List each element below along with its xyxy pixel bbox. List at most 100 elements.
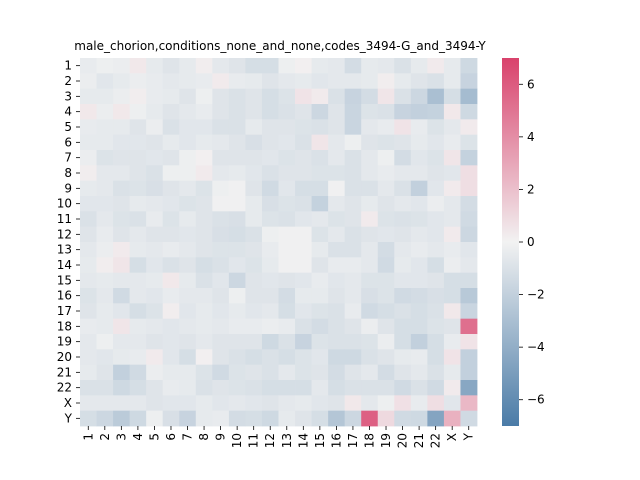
y-tick-label: 13 [57, 243, 72, 257]
heatmap-cell-6-12 [261, 134, 279, 151]
heatmap-cell-12-8 [195, 226, 213, 243]
heatmap-cell-10-20 [394, 196, 412, 212]
heatmap-cell-16-Y [460, 288, 478, 304]
heatmap-cell-22-Y [460, 380, 478, 396]
heatmap-cell-20-7 [179, 349, 197, 366]
heatmap-cell-14-13 [278, 257, 296, 274]
heatmap-cell-7-9 [212, 150, 230, 166]
heatmap-cell-Y-22 [427, 410, 445, 427]
heatmap-cell-7-22 [427, 150, 445, 166]
colorbar-tick-label: 0 [527, 235, 535, 249]
heatmap-cell-20-16 [328, 349, 346, 366]
heatmap-cell-22-4 [129, 380, 147, 396]
heatmap-cell-3-X [443, 88, 461, 105]
heatmap-cell-5-2 [96, 119, 114, 136]
heatmap-cell-12-19 [377, 226, 395, 243]
heatmap-cell-15-7 [179, 272, 197, 289]
heatmap-cell-13-10 [228, 242, 246, 258]
heatmap-cell-22-20 [394, 380, 412, 396]
heatmap-cell-6-9 [212, 134, 230, 151]
heatmap-cell-Y-21 [410, 410, 428, 427]
heatmap-cell-1-15 [311, 58, 329, 74]
heatmap-cell-17-19 [377, 303, 395, 320]
heatmap-cell-Y-11 [245, 410, 263, 427]
heatmap-cell-21-18 [361, 364, 379, 381]
heatmap-cell-19-6 [162, 334, 180, 350]
heatmap-cell-15-4 [129, 272, 147, 289]
heatmap-cell-4-22 [427, 104, 445, 120]
x-tick-label: 2 [98, 433, 112, 441]
heatmap-cell-21-12 [261, 364, 279, 381]
heatmap-cell-Y-15 [311, 410, 329, 427]
heatmap-cell-21-21 [410, 364, 428, 381]
x-tick-label: 5 [147, 433, 161, 441]
heatmap-cell-9-14 [295, 180, 312, 197]
heatmap-cell-Y-3 [113, 410, 131, 427]
heatmap-cell-20-17 [344, 349, 362, 366]
heatmap-cell-18-12 [261, 318, 279, 335]
heatmap-cell-13-7 [179, 242, 197, 258]
heatmap-cell-12-9 [212, 226, 230, 243]
heatmap-cell-19-4 [129, 334, 147, 350]
heatmap-cell-21-2 [96, 364, 114, 381]
heatmap-cell-15-12 [261, 272, 279, 289]
heatmap-cell-19-2 [96, 334, 114, 350]
heatmap-cell-12-5 [146, 226, 164, 243]
heatmap-cell-1-6 [162, 58, 180, 74]
heatmap-cell-20-Y [460, 349, 478, 366]
heatmap-cell-4-X [443, 104, 461, 120]
heatmap-cell-17-3 [113, 303, 131, 320]
heatmap-cell-14-2 [96, 257, 114, 274]
y-tick-label: 19 [57, 335, 72, 349]
heatmap-cell-2-3 [113, 73, 131, 90]
heatmap-cell-21-X [443, 364, 461, 381]
heatmap-cell-17-10 [228, 303, 246, 320]
heatmap-cell-11-18 [361, 211, 379, 228]
heatmap-cell-12-15 [311, 226, 329, 243]
heatmap-cell-22-11 [245, 380, 263, 396]
heatmap-cell-10-15 [311, 196, 329, 212]
heatmap-cell-11-9 [212, 211, 230, 228]
heatmap-cell-19-21 [410, 334, 428, 350]
heatmap-cell-3-5 [146, 88, 164, 105]
heatmap-cell-3-20 [394, 88, 412, 105]
heatmap-cell-1-2 [96, 58, 114, 74]
heatmap-cell-13-19 [377, 242, 395, 258]
heatmap-cells [80, 58, 478, 427]
heatmap-cell-8-Y [460, 165, 478, 182]
heatmap-cell-Y-12 [261, 410, 279, 427]
y-tick-label: 4 [64, 105, 72, 119]
heatmap-cell-16-17 [344, 288, 362, 304]
heatmap-cell-3-3 [113, 88, 131, 105]
heatmap-cell-9-2 [96, 180, 114, 197]
heatmap-cell-15-20 [394, 272, 412, 289]
heatmap-cell-11-13 [278, 211, 296, 228]
heatmap-cell-13-14 [295, 242, 312, 258]
heatmap-cell-1-X [443, 58, 461, 74]
y-tick-label: 6 [64, 135, 72, 149]
heatmap-cell-13-9 [212, 242, 230, 258]
heatmap-cell-12-22 [427, 226, 445, 243]
heatmap-cell-14-12 [261, 257, 279, 274]
heatmap-cell-17-14 [295, 303, 312, 320]
heatmap-cell-9-13 [278, 180, 296, 197]
x-tick-label: 19 [379, 433, 393, 448]
heatmap-cell-10-14 [295, 196, 312, 212]
heatmap-cell-14-8 [195, 257, 213, 274]
heatmap-cell-X-18 [361, 395, 379, 412]
heatmap-cell-18-22 [427, 318, 445, 335]
heatmap-cell-2-6 [162, 73, 180, 90]
heatmap-cell-9-9 [212, 180, 230, 197]
heatmap-cell-10-4 [129, 196, 147, 212]
heatmap-cell-5-18 [361, 119, 379, 136]
heatmap-cell-3-19 [377, 88, 395, 105]
heatmap-cell-20-5 [146, 349, 164, 366]
heatmap-cell-19-13 [278, 334, 296, 350]
heatmap-cell-5-6 [162, 119, 180, 136]
heatmap-cell-10-X [443, 196, 461, 212]
heatmap-cell-3-Y [460, 88, 478, 105]
heatmap-cell-20-8 [195, 349, 213, 366]
heatmap-cell-22-16 [328, 380, 346, 396]
heatmap-cell-Y-13 [278, 410, 296, 427]
heatmap-cell-4-5 [146, 104, 164, 120]
